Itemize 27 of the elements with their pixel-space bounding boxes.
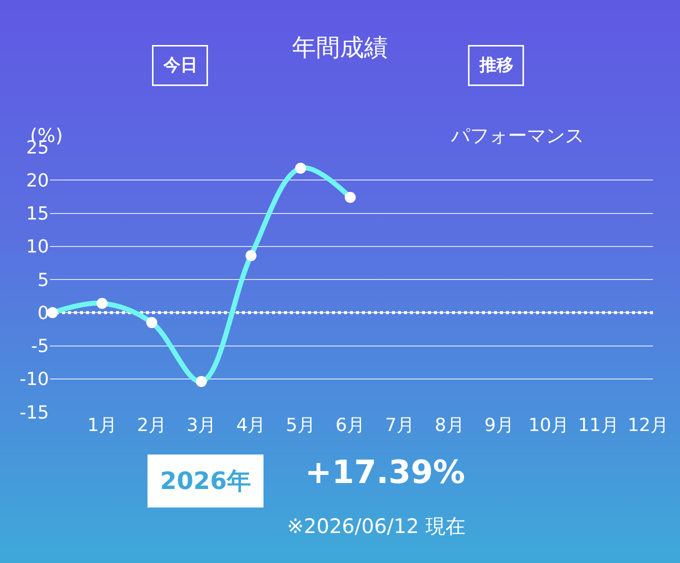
x-tick-label: 2月 [137, 415, 166, 436]
y-tick-label: -5 [31, 336, 49, 358]
text: ※2026/06/12 現在 [287, 514, 466, 538]
text: 2026年 [160, 467, 251, 495]
y-tick-label: 5 [38, 270, 49, 291]
text: パフォーマンス [450, 125, 584, 147]
x-tick-label: 10月 [528, 415, 570, 436]
x-tick-label: 8月 [434, 415, 464, 436]
x-tick-label: 5月 [286, 415, 316, 436]
x-tick-label: 6月 [336, 415, 365, 436]
y-tick-label: -10 [20, 369, 49, 390]
x-tick-label: 12月 [628, 415, 668, 436]
text: 今日 [162, 56, 198, 76]
text: 推移 [478, 56, 514, 76]
x-tick-label: 4月 [236, 415, 266, 436]
text: +17.39% [305, 453, 466, 491]
y-tick-label: -15 [20, 402, 49, 424]
x-tick-label: 7月 [385, 415, 415, 436]
y-tick-label: 10 [26, 236, 49, 258]
x-tick-label: 1月 [87, 415, 117, 436]
chart-title: 年間成績 [292, 33, 388, 62]
y-tick-label: 15 [26, 204, 49, 225]
x-tick-label: 11月 [578, 415, 619, 436]
x-tick-label: 9月 [484, 415, 514, 436]
y-tick-label: 0 [38, 302, 49, 324]
x-tick-label: 3月 [186, 415, 216, 436]
y-tick-label: 20 [26, 170, 49, 192]
